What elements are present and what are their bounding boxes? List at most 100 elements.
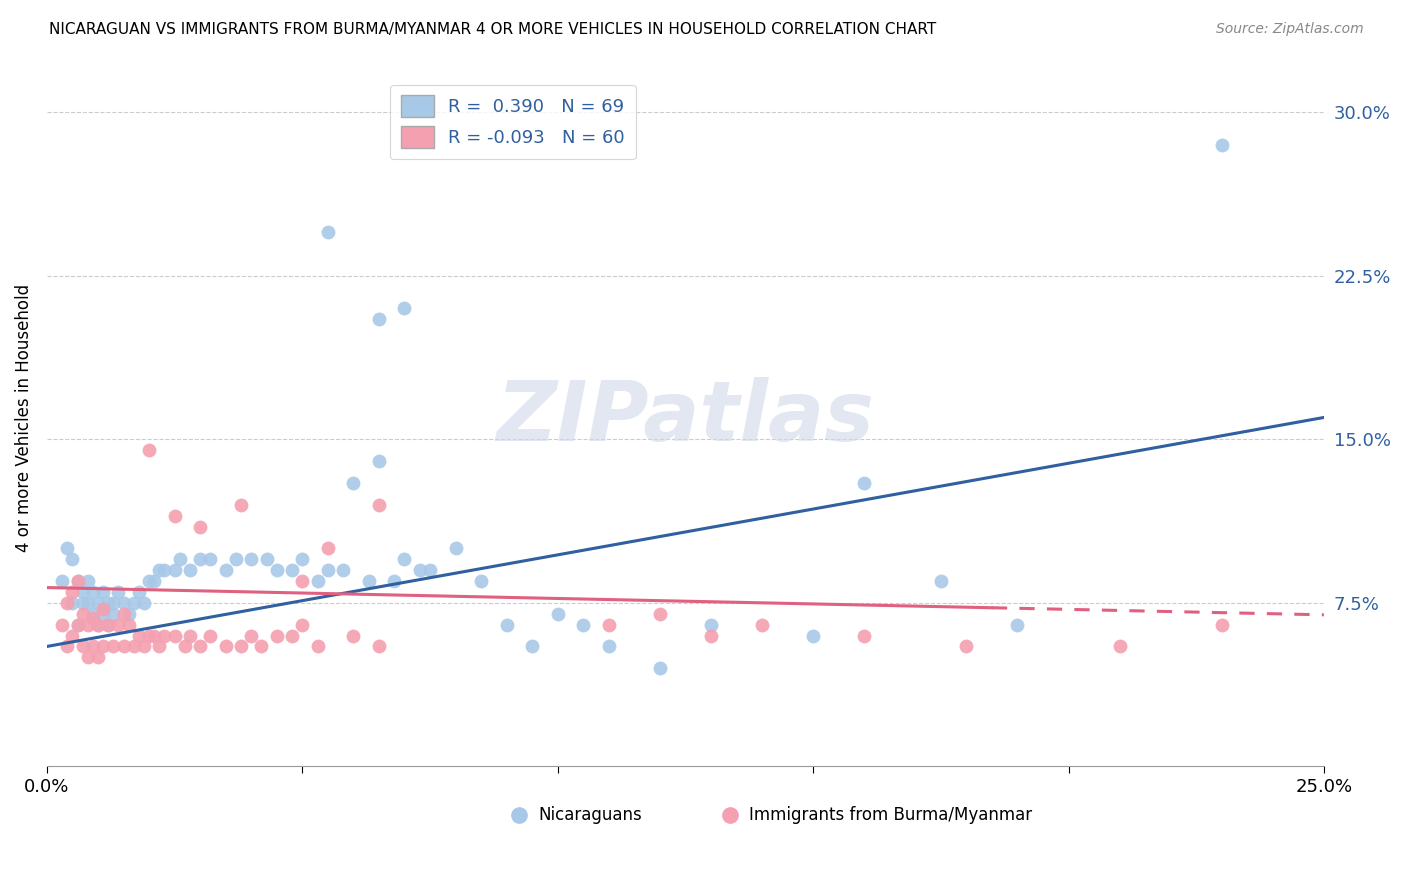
Point: [148, 640, 170, 654]
Point: [291, 574, 314, 588]
Point: [72, 640, 94, 654]
Point: [1007, 617, 1029, 632]
Point: [107, 585, 129, 599]
Point: [367, 454, 389, 468]
Text: ZIPatlas: ZIPatlas: [496, 377, 875, 458]
Point: [97, 617, 120, 632]
Point: [132, 640, 155, 654]
Point: [148, 563, 170, 577]
Point: [66, 574, 89, 588]
Point: [163, 508, 186, 523]
Point: [307, 640, 329, 654]
Point: [281, 628, 304, 642]
Point: [76, 617, 98, 632]
Point: [394, 552, 416, 566]
Point: [200, 628, 222, 642]
Point: [367, 498, 389, 512]
Point: [76, 650, 98, 665]
Point: [409, 563, 432, 577]
Point: [72, 596, 94, 610]
Point: [250, 640, 273, 654]
Point: [419, 563, 441, 577]
Point: [82, 607, 104, 621]
Point: [138, 574, 160, 588]
Point: [266, 628, 288, 642]
Point: [87, 650, 110, 665]
Point: [103, 640, 125, 654]
Point: [357, 574, 380, 588]
Point: [225, 552, 247, 566]
Point: [97, 617, 120, 632]
Text: Nicaraguans: Nicaraguans: [538, 806, 643, 824]
Point: [132, 596, 155, 610]
Point: [751, 617, 773, 632]
Point: [188, 640, 211, 654]
Point: [87, 617, 110, 632]
Point: [138, 443, 160, 458]
Text: Immigrants from Burma/Myanmar: Immigrants from Burma/Myanmar: [749, 806, 1032, 824]
Point: [62, 628, 84, 642]
Point: [87, 596, 110, 610]
Point: [929, 574, 952, 588]
Point: [97, 596, 120, 610]
Point: [103, 596, 125, 610]
Y-axis label: 4 or more Vehicles in Household: 4 or more Vehicles in Household: [15, 284, 32, 551]
Point: [367, 640, 389, 654]
Point: [281, 563, 304, 577]
Point: [51, 574, 73, 588]
Point: [62, 596, 84, 610]
Point: [332, 563, 354, 577]
Point: [153, 563, 176, 577]
Point: [128, 628, 150, 642]
Point: [700, 628, 723, 642]
Point: [143, 628, 166, 642]
Point: [240, 552, 263, 566]
Point: [51, 617, 73, 632]
Point: [82, 585, 104, 599]
Text: Source: ZipAtlas.com: Source: ZipAtlas.com: [1216, 22, 1364, 37]
Point: [179, 563, 201, 577]
Point: [342, 475, 364, 490]
Point: [76, 596, 98, 610]
Point: [76, 574, 98, 588]
Point: [700, 617, 723, 632]
Point: [342, 628, 364, 642]
Point: [117, 607, 139, 621]
Point: [382, 574, 405, 588]
Point: [72, 585, 94, 599]
Point: [66, 574, 89, 588]
Point: [256, 552, 278, 566]
Point: [112, 640, 135, 654]
Point: [853, 628, 876, 642]
Point: [215, 640, 238, 654]
Point: [1211, 617, 1233, 632]
Legend: R =  0.390   N = 69, R = -0.093   N = 60: R = 0.390 N = 69, R = -0.093 N = 60: [391, 85, 636, 160]
Point: [87, 617, 110, 632]
Point: [72, 607, 94, 621]
Point: [520, 640, 543, 654]
Point: [955, 640, 977, 654]
Point: [128, 585, 150, 599]
Point: [572, 617, 595, 632]
Point: [112, 607, 135, 621]
Point: [169, 552, 191, 566]
Point: [367, 312, 389, 326]
Point: [91, 607, 114, 621]
Point: [1108, 640, 1130, 654]
Point: [91, 585, 114, 599]
Point: [153, 628, 176, 642]
Point: [547, 607, 569, 621]
Point: [107, 617, 129, 632]
Point: [200, 552, 222, 566]
Point: [62, 585, 84, 599]
Point: [598, 640, 620, 654]
Point: [122, 640, 145, 654]
Point: [163, 563, 186, 577]
Point: [179, 628, 201, 642]
Point: [291, 617, 314, 632]
Point: [598, 617, 620, 632]
Point: [91, 640, 114, 654]
Point: [66, 617, 89, 632]
Point: [173, 640, 195, 654]
Point: [266, 563, 288, 577]
